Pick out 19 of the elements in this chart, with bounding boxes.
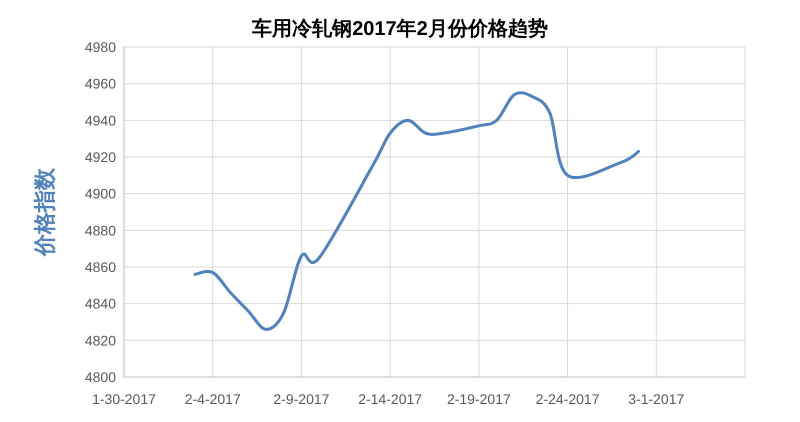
x-tick-label: 1-30-2017: [92, 391, 156, 407]
y-axis-title: 价格指数: [32, 167, 57, 257]
y-tick-label: 4900: [84, 186, 116, 202]
y-tick-label: 4820: [84, 332, 116, 348]
chart-title: 车用冷轧钢2017年2月份价格趋势: [251, 17, 548, 40]
x-tick-label: 3-1-2017: [628, 391, 685, 407]
x-tick-label: 2-19-2017: [446, 391, 511, 407]
y-tick-label: 4920: [84, 149, 116, 165]
y-tick-label: 4840: [84, 296, 116, 312]
y-tick-label: 4980: [84, 39, 116, 55]
y-tick-label: 4800: [84, 369, 116, 385]
x-tick-label: 2-14-2017: [358, 391, 422, 407]
x-tick-label: 2-9-2017: [273, 391, 330, 407]
y-tick-label: 4940: [84, 112, 116, 128]
y-tick-label: 4960: [84, 76, 116, 92]
y-tick-label: 4860: [84, 259, 116, 275]
x-tick-label: 2-24-2017: [536, 391, 600, 407]
y-tick-label: 4880: [84, 222, 116, 238]
x-tick-label: 2-4-2017: [184, 391, 241, 407]
